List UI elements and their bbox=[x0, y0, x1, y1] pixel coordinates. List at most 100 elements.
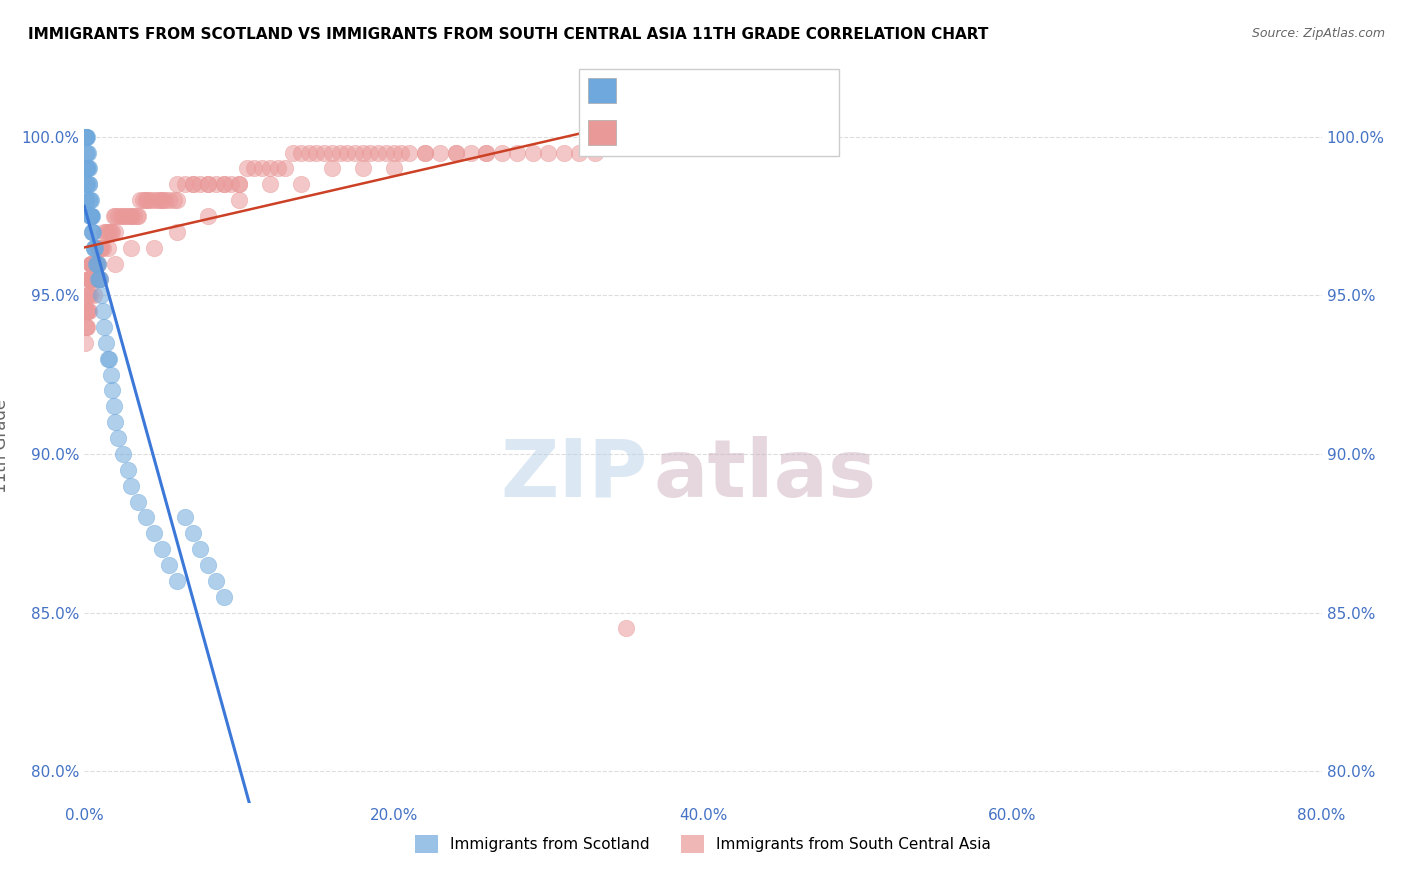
Point bbox=[104, 209, 127, 223]
Point bbox=[79, 193, 101, 207]
Point bbox=[537, 145, 560, 160]
Point bbox=[75, 320, 97, 334]
Point bbox=[360, 145, 382, 160]
Point bbox=[89, 272, 111, 286]
Point bbox=[77, 193, 100, 207]
Point bbox=[166, 225, 188, 239]
Point bbox=[197, 209, 219, 223]
Point bbox=[143, 526, 166, 541]
Point bbox=[205, 178, 228, 192]
Point bbox=[135, 193, 157, 207]
Point bbox=[107, 431, 129, 445]
Point bbox=[96, 225, 118, 239]
Point bbox=[84, 257, 107, 271]
Point bbox=[79, 209, 101, 223]
Point bbox=[228, 193, 250, 207]
Point bbox=[90, 241, 112, 255]
Point bbox=[344, 145, 367, 160]
Point bbox=[475, 145, 498, 160]
Point bbox=[568, 145, 591, 160]
Point bbox=[75, 193, 97, 207]
Point bbox=[75, 161, 97, 176]
Point bbox=[83, 257, 105, 271]
Point bbox=[80, 225, 103, 239]
Point bbox=[135, 510, 157, 524]
Point bbox=[104, 415, 127, 429]
Point bbox=[141, 193, 163, 207]
Point bbox=[75, 335, 97, 350]
Point bbox=[143, 241, 166, 255]
Point bbox=[100, 225, 122, 239]
Point bbox=[103, 400, 125, 414]
Point bbox=[281, 145, 305, 160]
Point bbox=[290, 145, 312, 160]
Point bbox=[75, 129, 97, 144]
Point bbox=[98, 351, 121, 366]
Point bbox=[86, 241, 108, 255]
Point bbox=[76, 161, 98, 176]
Point bbox=[475, 145, 498, 160]
Point bbox=[94, 335, 117, 350]
Point bbox=[138, 193, 160, 207]
Point bbox=[77, 161, 100, 176]
Point bbox=[125, 209, 148, 223]
Point bbox=[79, 193, 101, 207]
Text: Source: ZipAtlas.com: Source: ZipAtlas.com bbox=[1251, 27, 1385, 40]
Point bbox=[83, 257, 105, 271]
Text: R = 0.340   N =  64: R = 0.340 N = 64 bbox=[627, 81, 803, 99]
Point bbox=[76, 178, 98, 192]
Point bbox=[614, 621, 637, 635]
Point bbox=[79, 272, 101, 286]
Point bbox=[80, 209, 103, 223]
Point bbox=[75, 129, 97, 144]
Point bbox=[80, 257, 103, 271]
Point bbox=[79, 257, 101, 271]
Point bbox=[274, 161, 297, 176]
Point bbox=[259, 161, 281, 176]
Point bbox=[83, 257, 105, 271]
Point bbox=[135, 193, 157, 207]
Point bbox=[150, 193, 173, 207]
Point bbox=[166, 178, 188, 192]
Point bbox=[89, 241, 111, 255]
Point bbox=[75, 129, 97, 144]
Point bbox=[82, 225, 104, 239]
Point bbox=[101, 384, 124, 398]
Point bbox=[553, 145, 575, 160]
Text: R = 0.391   N = 140: R = 0.391 N = 140 bbox=[627, 124, 808, 142]
Point bbox=[150, 542, 173, 557]
Point bbox=[87, 241, 110, 255]
Point bbox=[84, 257, 107, 271]
Point bbox=[84, 241, 107, 255]
Point bbox=[86, 257, 108, 271]
Point bbox=[129, 193, 152, 207]
Point bbox=[76, 129, 98, 144]
Point bbox=[375, 145, 398, 160]
Point bbox=[104, 225, 127, 239]
Point bbox=[522, 145, 544, 160]
Point bbox=[77, 304, 100, 318]
Point bbox=[76, 145, 98, 160]
Point bbox=[87, 241, 110, 255]
Point bbox=[290, 178, 312, 192]
Point bbox=[86, 257, 108, 271]
Point bbox=[150, 193, 173, 207]
Point bbox=[117, 209, 139, 223]
Point bbox=[76, 320, 98, 334]
Point bbox=[96, 241, 118, 255]
Point bbox=[76, 304, 98, 318]
Point bbox=[429, 145, 451, 160]
Point bbox=[79, 178, 101, 192]
Point bbox=[398, 145, 420, 160]
Point bbox=[243, 161, 266, 176]
Point bbox=[75, 145, 97, 160]
Text: ZIP: ZIP bbox=[501, 435, 647, 514]
Point bbox=[80, 272, 103, 286]
Point bbox=[212, 178, 235, 192]
Point bbox=[163, 193, 186, 207]
Point bbox=[197, 178, 219, 192]
Point bbox=[75, 320, 97, 334]
Point bbox=[145, 193, 167, 207]
Point bbox=[80, 209, 103, 223]
Point bbox=[80, 257, 103, 271]
